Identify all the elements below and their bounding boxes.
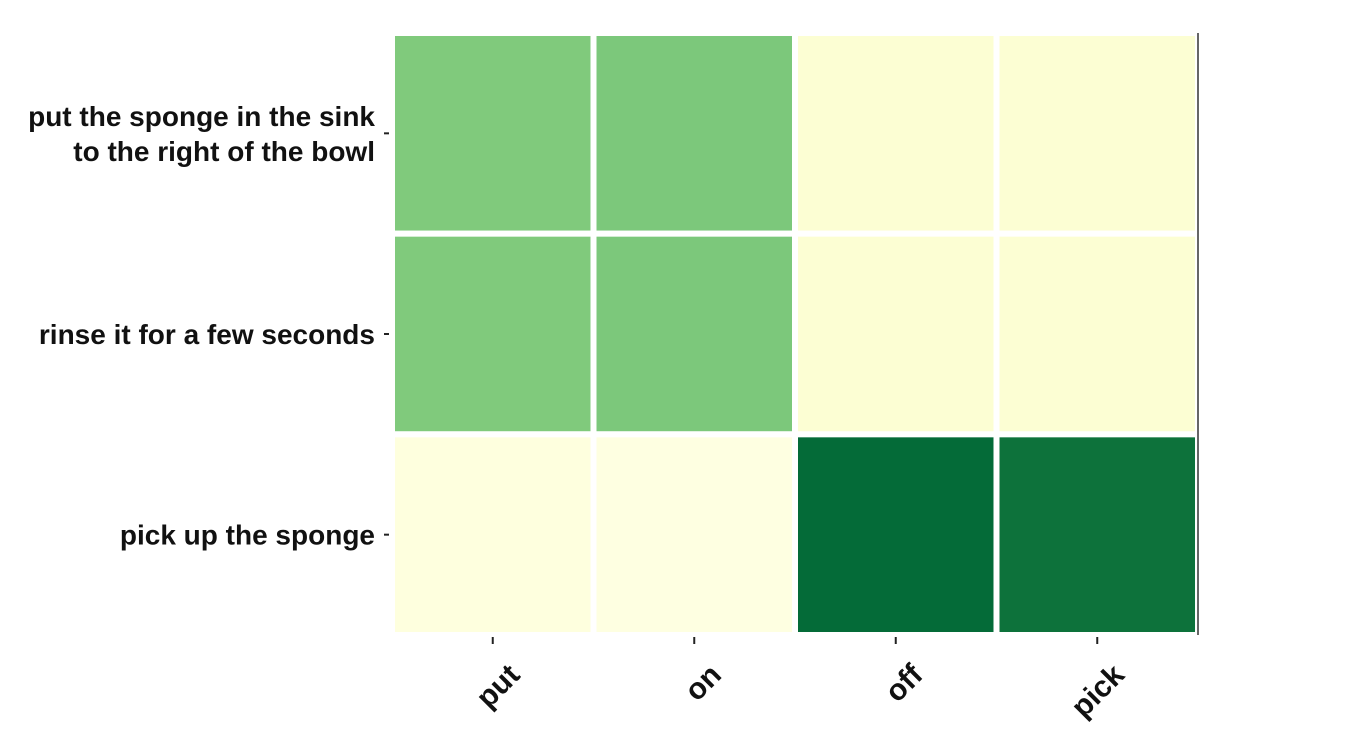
heatmap-cell-r2-c1 bbox=[590, 431, 798, 639]
heatmap-cell-r1-c0 bbox=[389, 230, 597, 438]
heatmap-cell-r1-c3 bbox=[993, 230, 1201, 438]
y-tick-label-line: to the right of the bowl bbox=[73, 136, 375, 167]
y-tick-label: rinse it for a few seconds bbox=[39, 319, 375, 350]
y-tick-label-line: rinse it for a few seconds bbox=[39, 319, 375, 350]
heatmap-cell-r2-c2 bbox=[792, 431, 1000, 639]
heatmap-cell-r1-c1 bbox=[590, 230, 798, 438]
x-tick-label: on bbox=[679, 658, 728, 707]
heatmap-cell-r0-c2 bbox=[792, 30, 1000, 237]
heatmap-cell-r2-c0 bbox=[389, 431, 597, 639]
heatmap-cell-r0-c0 bbox=[389, 30, 597, 237]
y-tick-label-line: put the sponge in the sink bbox=[28, 101, 375, 132]
y-tick-label: pick up the sponge bbox=[120, 520, 375, 551]
y-axis: put the sponge in the sink to the right o… bbox=[28, 101, 389, 551]
heatmap-cell-r2-c3 bbox=[993, 431, 1201, 639]
x-tick-label: pick bbox=[1065, 658, 1131, 724]
heatmap-cell-r1-c2 bbox=[792, 230, 1000, 438]
y-tick-label-line: pick up the sponge bbox=[120, 520, 375, 551]
x-tick-label: off bbox=[879, 658, 930, 709]
x-axis: put on off pick bbox=[470, 637, 1131, 724]
heatmap-cell-r0-c3 bbox=[993, 30, 1201, 237]
y-tick-label: put the sponge in the sink to the right o… bbox=[28, 101, 375, 167]
heatmap-cells bbox=[389, 30, 1201, 639]
x-tick-label: put bbox=[470, 658, 526, 714]
heatmap-cell-r0-c1 bbox=[590, 30, 798, 237]
